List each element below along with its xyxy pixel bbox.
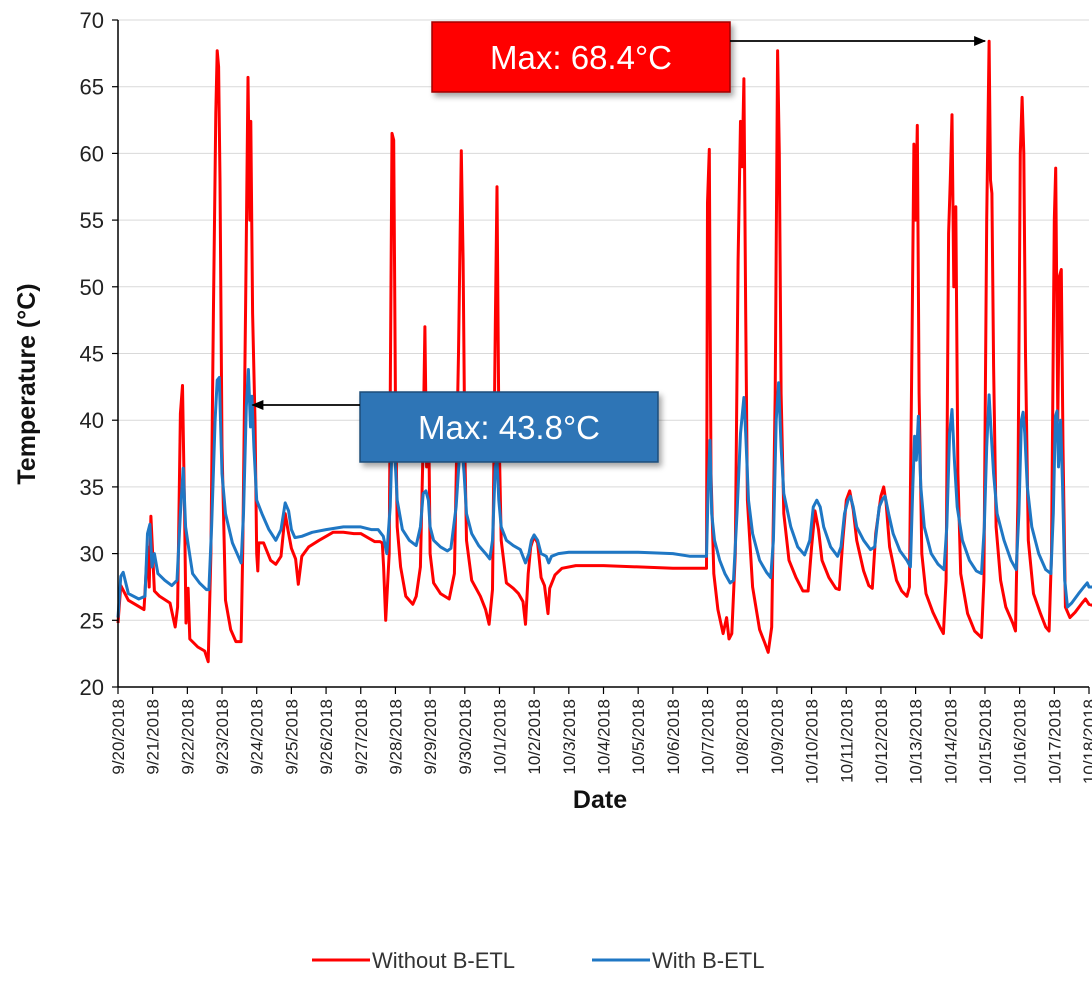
x-tick-label: 10/15/2018 <box>976 699 995 784</box>
y-tick-label: 45 <box>80 342 104 367</box>
x-tick-label: 9/20/2018 <box>109 699 128 775</box>
x-tick-label: 10/4/2018 <box>595 699 614 775</box>
x-tick-label: 10/3/2018 <box>560 699 579 775</box>
series-layer <box>116 39 1092 664</box>
y-tick-label: 20 <box>80 675 104 700</box>
x-tick-label: 9/29/2018 <box>421 699 440 775</box>
annotation-box-max-with <box>359 391 659 463</box>
x-tick-label: 10/11/2018 <box>837 699 856 783</box>
x-tick-label: 9/27/2018 <box>352 699 371 775</box>
annotation-text-max-with: Max: 43.8°C <box>418 409 600 446</box>
y-tick-labels: 20 25 30 35 40 45 50 55 60 65 70 <box>80 8 104 700</box>
y-tick-label: 55 <box>80 208 104 233</box>
y-tick-label: 25 <box>80 608 104 633</box>
x-tick-label: 9/23/2018 <box>213 699 232 775</box>
series-line-without-betl <box>116 39 1092 664</box>
x-tick-label: 10/16/2018 <box>1011 699 1030 784</box>
y-tick-label: 60 <box>80 141 104 166</box>
x-tick-label: 10/13/2018 <box>907 699 926 784</box>
x-tick-label: 10/5/2018 <box>629 699 648 775</box>
x-axis-title: Date <box>573 786 627 814</box>
x-tick-label: 9/25/2018 <box>282 699 301 775</box>
x-tick-label: 10/2/2018 <box>525 699 544 775</box>
y-tick-label: 30 <box>80 542 104 567</box>
annotations: Max: 68.4°C Max: 43.8°C <box>251 21 987 463</box>
x-tick-label: 9/30/2018 <box>456 699 475 775</box>
x-tick-label: 9/28/2018 <box>386 699 405 775</box>
x-tick-label: 10/9/2018 <box>768 699 787 775</box>
y-tick-label: 50 <box>80 275 104 300</box>
x-tick-label: 10/7/2018 <box>699 699 718 775</box>
y-tick-label: 35 <box>80 475 104 500</box>
legend: Without B-ETL With B-ETL <box>312 948 764 973</box>
x-tick-label: 10/6/2018 <box>664 699 683 775</box>
y-tick-label: 70 <box>80 8 104 33</box>
legend-label-with-betl: With B-ETL <box>652 948 764 973</box>
x-tick-label: 10/12/2018 <box>872 699 891 784</box>
x-tick-label: 9/22/2018 <box>178 699 197 775</box>
x-tick-label: 9/26/2018 <box>317 699 336 775</box>
x-tick-label: 10/18/2018 <box>1080 699 1092 784</box>
x-tick-label: 10/1/2018 <box>490 699 509 775</box>
x-tick-label: 10/14/2018 <box>941 699 960 784</box>
y-axis-title: Temperature (°C) <box>13 283 41 484</box>
x-tick-label: 9/21/2018 <box>144 699 163 775</box>
series-line-with-betl <box>116 368 1092 618</box>
legend-label-without-betl: Without B-ETL <box>372 948 515 973</box>
annotation-box-max-without <box>431 21 731 93</box>
x-tick-label: 10/10/2018 <box>803 699 822 784</box>
x-tick-label: 10/17/2018 <box>1045 699 1064 784</box>
y-tick-label: 65 <box>80 75 104 100</box>
x-tick-labels: 9/20/2018 9/21/2018 9/22/2018 9/23/2018 9/24… <box>109 699 1092 784</box>
annotation-text-max-without: Max: 68.4°C <box>490 39 672 76</box>
x-tick-label: 9/24/2018 <box>248 699 267 775</box>
gridlines <box>118 19 1089 621</box>
axes <box>112 19 1090 694</box>
x-tick-label: 10/8/2018 <box>733 699 752 775</box>
y-tick-label: 40 <box>80 408 104 433</box>
